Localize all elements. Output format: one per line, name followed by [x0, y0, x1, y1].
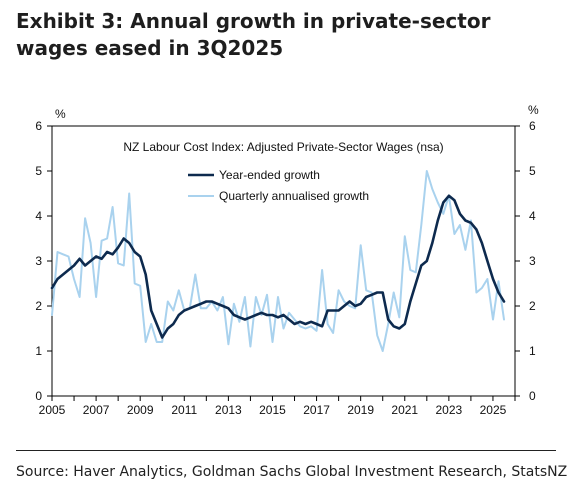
x-tick-label: 2023 — [436, 403, 463, 417]
x-tick-label: 2011 — [171, 403, 197, 417]
y-tick-label-right: 4 — [529, 209, 536, 223]
y-tick-label-left: 3 — [35, 254, 42, 268]
x-tick-label: 2009 — [127, 403, 154, 417]
x-tick-label: 2015 — [259, 403, 286, 417]
y-tick-label-left: 6 — [35, 119, 42, 133]
y-tick-label-right: 3 — [529, 254, 536, 268]
y-axis-label-left: % — [55, 107, 66, 121]
series-line-quarterly-annualised — [51, 170, 505, 352]
legend-label-quarterly: Quarterly annualised growth — [219, 189, 369, 203]
y-tick-label-right: 1 — [529, 344, 536, 358]
y-tick-label-left: 0 — [35, 389, 42, 403]
x-tick-label: 2007 — [83, 403, 110, 417]
source-note: Source: Haver Analytics, Goldman Sachs G… — [16, 464, 568, 480]
chart-container: 0 0 1 1 2 2 3 3 4 4 5 5 6 6%% 2005 2007 2009 2011 2013 2015… — [0, 95, 572, 425]
line-chart: 0 0 1 1 2 2 3 3 4 4 5 5 6 6% % 2005 2007 2009 2011 2013 2015… — [35, 103, 539, 417]
x-tick-label: 2005 — [39, 403, 66, 417]
x-tick-label: 2025 — [480, 403, 507, 417]
series-line-year-ended — [50, 194, 506, 339]
y-tick-label-left: 4 — [35, 209, 42, 223]
x-tick-label: 2017 — [303, 403, 330, 417]
exhibit-heading: Exhibit 3: Annual growth in private-sect… — [16, 9, 491, 60]
y-tick-label-left: 5 — [35, 164, 42, 178]
x-tick-label: 2013 — [215, 403, 242, 417]
y-tick-label-right: 2 — [529, 299, 536, 313]
legend-label-year-ended: Year-ended growth — [219, 168, 320, 182]
y-tick-label-right: 6 — [529, 119, 536, 133]
x-tick-label: 2019 — [347, 403, 374, 417]
y-tick-label-left: 1 — [35, 344, 42, 358]
x-tick-label: 2021 — [391, 403, 418, 417]
y-tick-label-right: 5 — [529, 164, 536, 178]
bottom-divider — [16, 450, 556, 451]
y-axis-label-right: % — [528, 103, 539, 117]
plot-frame — [51, 125, 516, 397]
chart-title: NZ Labour Cost Index: Adjusted Private-S… — [123, 140, 443, 154]
y-tick-label-left: 2 — [35, 299, 42, 313]
y-tick-label-right: 0 — [529, 389, 536, 403]
